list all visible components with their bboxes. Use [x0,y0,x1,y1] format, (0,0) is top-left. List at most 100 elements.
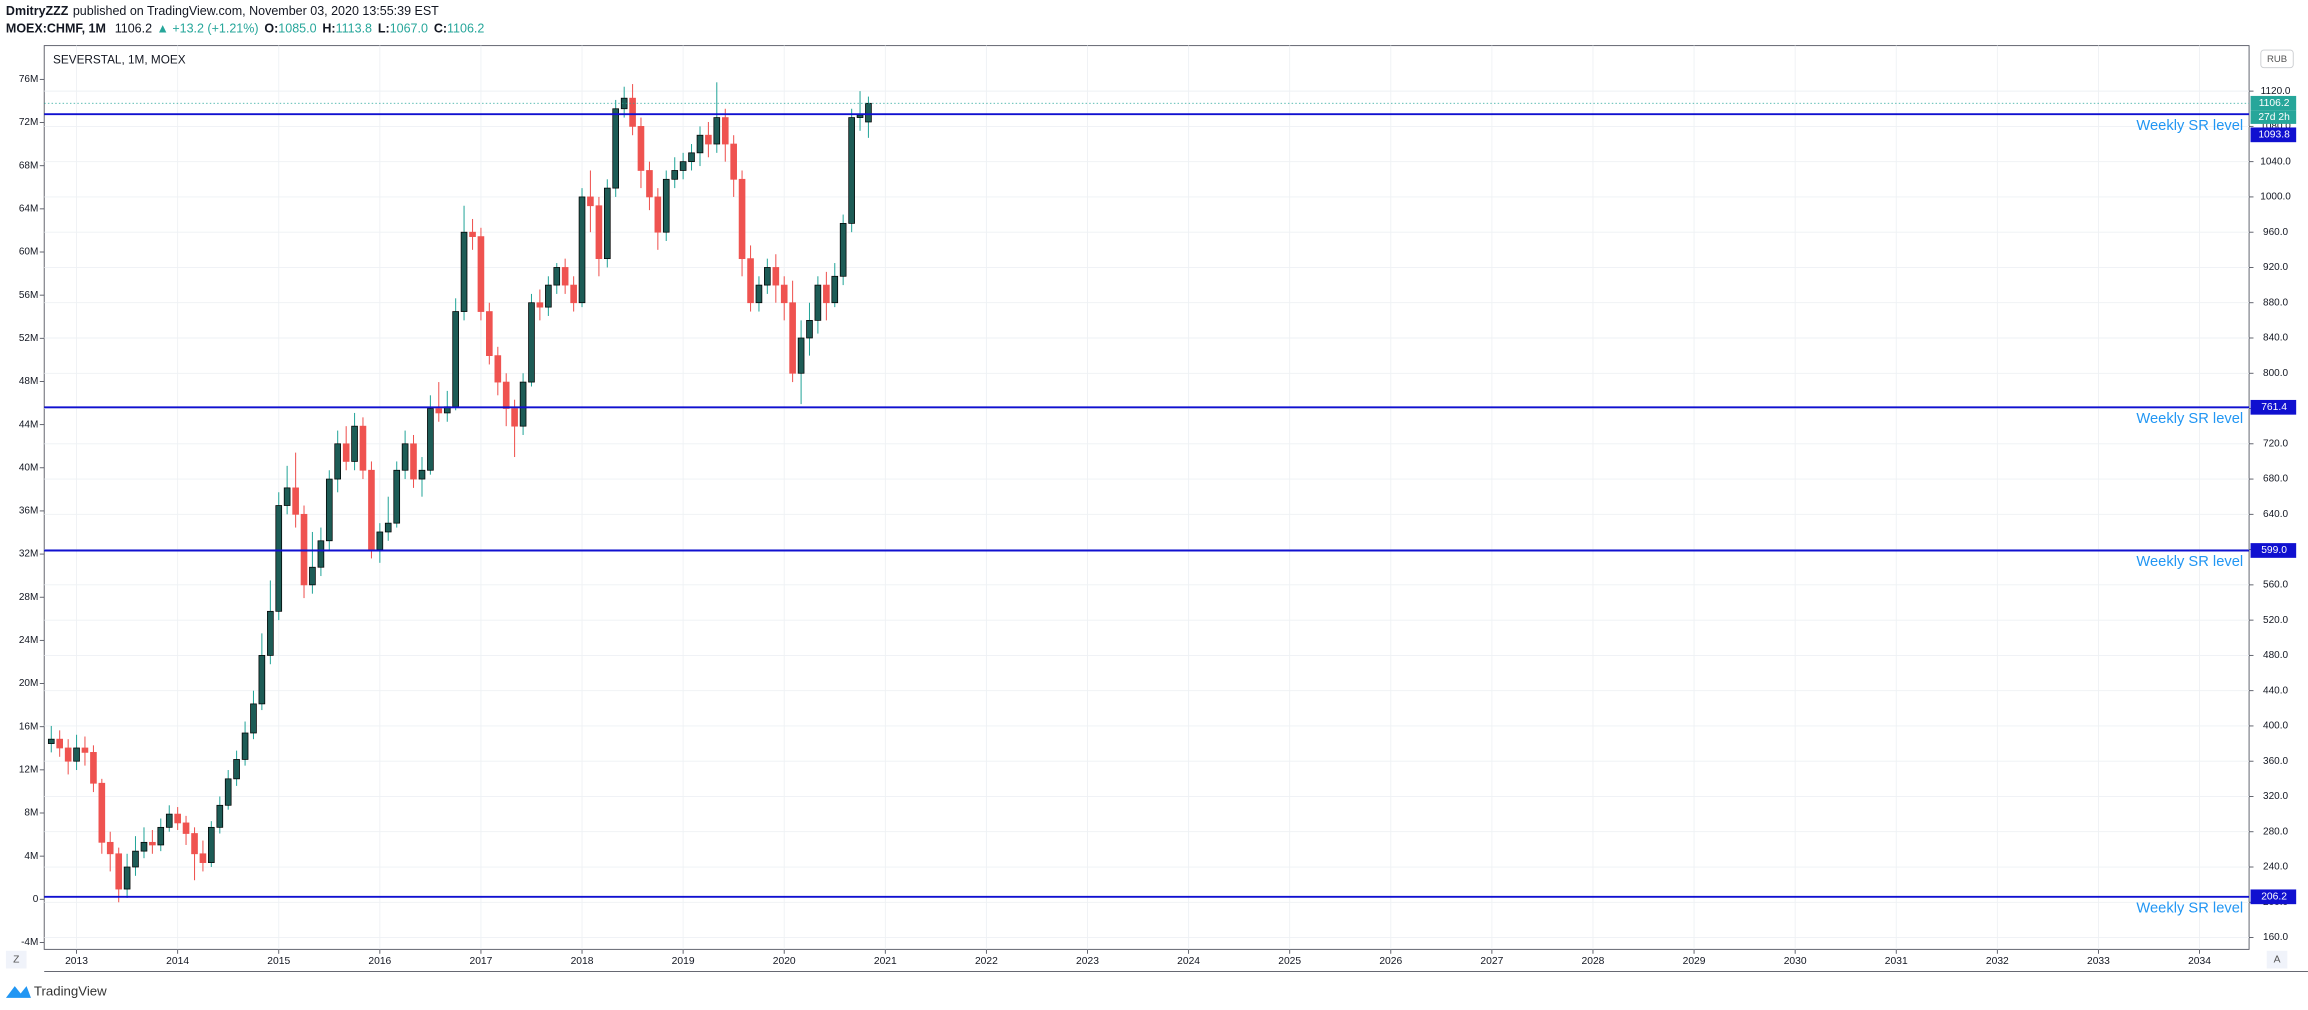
candle-body [90,752,97,784]
candle-body [418,469,426,480]
candle-body [578,196,586,304]
y-tick-label: 360.0 [2263,756,2288,767]
sr-price-box [2250,889,2297,905]
x-tick-label: 2013 [65,956,88,967]
candle-body [570,284,577,304]
candle-body [157,826,165,846]
candle-body [536,302,544,308]
candle-body [814,284,822,321]
candle-body [334,443,341,480]
candle-body [182,822,190,834]
candle-body [671,170,679,180]
x-tick-label: 2016 [368,956,391,967]
y2-tick-label: 48M [19,376,38,387]
y-tick-label: 440.0 [2263,685,2288,696]
ohlc-value: 1106.2 [447,22,484,36]
x-tick-label: 2034 [2188,956,2211,967]
candle-body [393,469,401,524]
candle-body [267,610,274,656]
x-tick-label: 2014 [166,956,189,967]
y-tick-label: 240.0 [2263,862,2288,873]
candle-body [797,337,805,374]
candle-body [342,443,350,462]
ohlc-key: C: [434,22,447,36]
candle-body [806,319,813,339]
x-tick-label: 2024 [1177,956,1200,967]
y-tick-label: 1040.0 [2260,156,2291,167]
published: published on TradingView.com, November 0… [73,4,439,18]
y-tick-label: 1000.0 [2260,192,2291,203]
ohlc-key: L: [378,22,390,36]
candle-body [637,126,645,171]
candle-body [292,487,299,515]
sr-name: Weekly SR level [2136,554,2243,570]
y2-tick-label: 68M [19,160,38,171]
x-tick-label: 2030 [1784,956,1807,967]
currency-button[interactable] [2260,49,2294,69]
candle-body [747,258,754,304]
candle-body [772,267,780,286]
candle-body [831,275,839,304]
candle-body [612,108,620,189]
candle-body [208,826,215,863]
candle-body [738,178,746,260]
currency-label[interactable]: RUB [2267,54,2287,65]
candle-body [123,866,131,890]
candle-body [662,178,670,233]
y-tick-label: 680.0 [2263,474,2288,485]
candle-body [730,143,737,180]
candle-body [595,205,603,260]
x-tick-label: 2029 [1683,956,1706,967]
candle-body [629,97,636,127]
y2-tick-label: 32M [19,549,38,560]
y2-tick-label: 0 [33,894,39,905]
y2-tick-label: 8M [24,808,38,819]
y2-tick-label: 60M [19,247,38,258]
auto-button[interactable] [2266,950,2288,969]
zoom-button[interactable] [5,950,27,969]
candle-body [165,813,173,828]
x-tick-label: 2021 [874,956,897,967]
y-tick-label: 400.0 [2263,721,2288,732]
symbol-line: MOEX:CHMF, 1M 1106.2 ▲ +13.2 (+1.21%) O:108… [6,22,484,36]
candle-body [140,841,148,852]
candle-body [56,738,63,749]
countdown-label: 27d 2h [2258,112,2290,123]
candle-body [359,425,367,471]
candle-body [553,267,561,286]
x-tick-label: 2017 [469,956,492,967]
x-tick-label: 2023 [1076,956,1099,967]
sr-price-box [2250,543,2297,558]
candle-body [620,97,628,110]
publish-line: DmitryZZZ published on TradingView.com, N… [6,4,439,18]
candle-body [705,134,712,145]
x-tick-label: 2032 [1986,956,2009,967]
sr-price-box [2250,127,2297,143]
ohlc-value: 1113.8 [336,22,372,36]
candle-body [721,117,729,145]
x-tick-label: 2019 [672,956,695,967]
candle-body [654,196,662,233]
candle-body [241,732,249,760]
publisher: DmitryZZZ [6,4,69,18]
candle-body [250,703,257,734]
x-tick-label: 2027 [1480,956,1503,967]
candle-body [780,284,788,304]
candle-body [216,804,224,828]
sr-price-label: 599.0 [2261,545,2287,556]
x-tick-label: 2018 [571,956,594,967]
candle-body [325,478,333,542]
zoom-label[interactable]: Z [13,954,19,965]
x-tick-label: 2020 [773,956,796,967]
ohlc-key: O: [264,22,278,36]
last-price: 1106.2 [115,22,152,36]
ohlc-value: 1067.0 [390,22,428,36]
candle-body [545,284,552,308]
plot-frame [43,45,2250,950]
countdown-box [2250,110,2297,124]
y-tick-label: 840.0 [2263,333,2288,344]
auto-label[interactable]: A [2274,954,2281,965]
candle-body [410,443,417,480]
y2-tick-label: 4M [24,851,38,862]
candle-body [401,443,409,471]
